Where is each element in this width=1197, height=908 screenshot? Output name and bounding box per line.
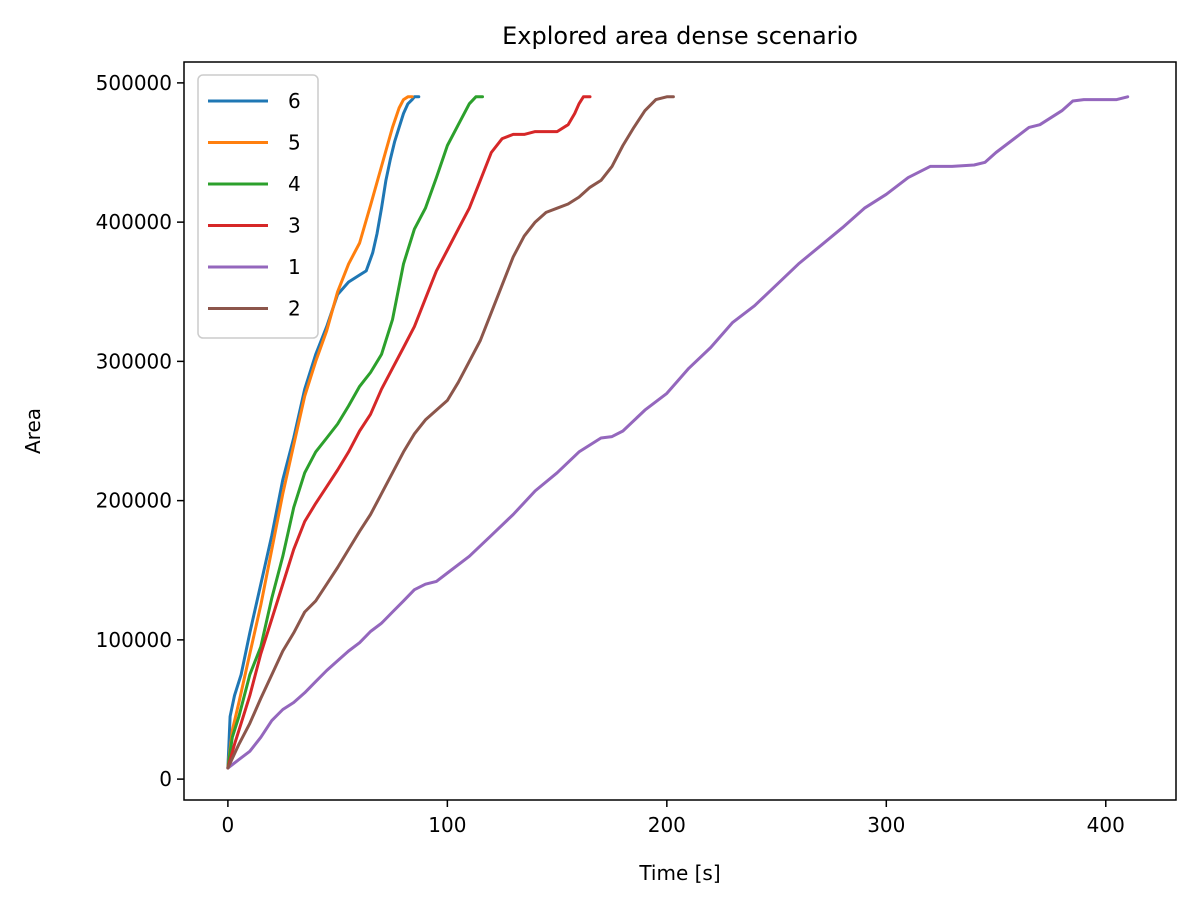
legend: 6 5 4 3 1 2 — [197, 74, 319, 339]
legend-label-3: 3 — [288, 214, 301, 238]
y-axis: 0 100000 200000 300000 400000 500000 — [96, 71, 184, 791]
y-axis-title: Area — [21, 408, 45, 454]
y-tick-label: 400000 — [96, 210, 172, 234]
x-tick-label: 300 — [867, 813, 905, 837]
series-line-4 — [226, 95, 484, 770]
y-tick-label: 200000 — [96, 489, 172, 513]
legend-box — [197, 74, 319, 339]
x-axis-title: Time [s] — [638, 861, 720, 885]
series-line-5 — [226, 95, 414, 770]
x-tick-label: 0 — [222, 813, 235, 837]
legend-label-2: 2 — [288, 297, 301, 321]
x-axis: 0 100 200 300 400 — [222, 800, 1125, 837]
plot-frame — [183, 61, 1177, 801]
y-tick-label: 300000 — [96, 349, 172, 373]
y-tick-label: 0 — [159, 767, 172, 791]
series-line-2 — [226, 95, 675, 770]
chart-title: Explored area dense scenario — [502, 22, 858, 50]
series-line-1 — [226, 95, 1130, 770]
series-line-3 — [226, 95, 592, 770]
legend-label-4: 4 — [288, 172, 301, 196]
x-tick-label: 200 — [648, 813, 686, 837]
x-tick-label: 400 — [1087, 813, 1125, 837]
series-line-6 — [226, 95, 421, 770]
y-tick-label: 100000 — [96, 628, 172, 652]
legend-label-6: 6 — [288, 89, 301, 113]
y-tick-label: 500000 — [96, 71, 172, 95]
legend-label-1: 1 — [288, 255, 301, 279]
x-tick-label: 100 — [428, 813, 466, 837]
plot-lines — [226, 95, 1130, 770]
legend-label-5: 5 — [288, 131, 301, 155]
